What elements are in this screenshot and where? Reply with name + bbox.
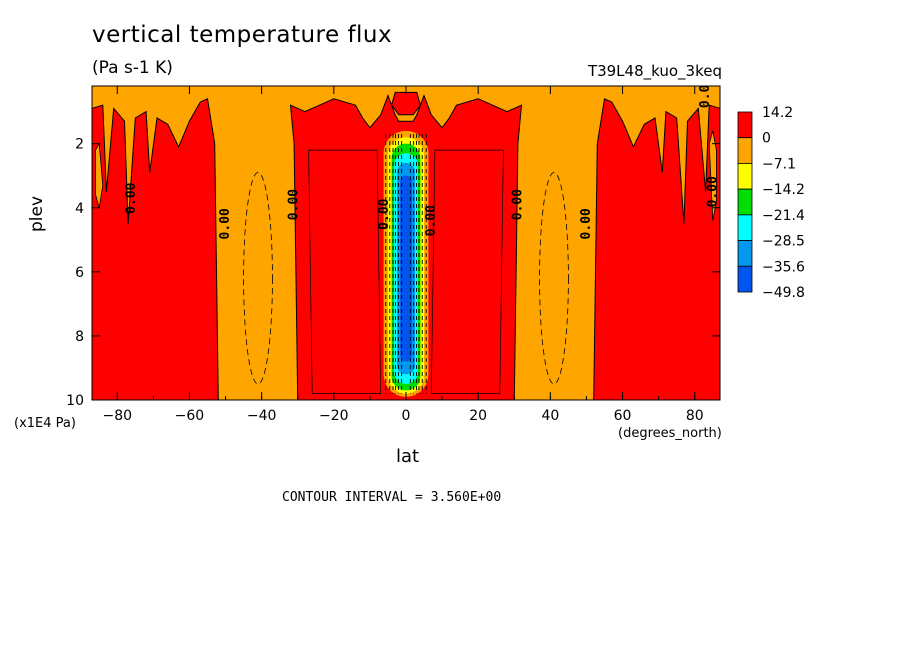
x-tick-label: 0 bbox=[402, 408, 411, 424]
y-tick-label: 2 bbox=[75, 137, 84, 153]
x-tick-label: 40 bbox=[541, 408, 559, 424]
sliver-west bbox=[95, 142, 104, 208]
cap-positive bbox=[391, 91, 421, 116]
y-tick-label: 6 bbox=[75, 265, 84, 281]
y-tick-label: 8 bbox=[75, 329, 84, 345]
x-tick-label: 20 bbox=[469, 408, 487, 424]
x-axis-unit: (degrees_north) bbox=[618, 426, 722, 441]
contour-south-inner bbox=[308, 149, 382, 394]
colorbar-label: −28.5 bbox=[762, 234, 805, 250]
colorbar-label: −14.2 bbox=[762, 182, 805, 198]
contour-south-dashed bbox=[243, 172, 273, 385]
x-tick-label: −20 bbox=[319, 408, 349, 424]
colorbar-label: 0 bbox=[762, 131, 771, 147]
contour-label: 0.00 bbox=[510, 189, 525, 220]
colorbar-swatch bbox=[737, 163, 753, 190]
x-axis-label: lat bbox=[396, 446, 420, 467]
band-0-to-neg7 bbox=[92, 86, 720, 400]
contour-north-dashed bbox=[539, 172, 569, 385]
plot-area: 0.00 0.00 0.00 0.00 0.00 0.00 0.00 0.00 0.00 bbox=[92, 77, 720, 400]
colorbar-swatch bbox=[737, 214, 753, 241]
colorbar-swatch bbox=[737, 137, 753, 164]
chart-units: (Pa s-1 K) bbox=[92, 58, 173, 78]
x-tick-label: −80 bbox=[102, 408, 132, 424]
equatorial-band-5 bbox=[400, 175, 412, 362]
contour-label: 0.00 bbox=[424, 205, 439, 236]
x-tick-label: −40 bbox=[247, 408, 277, 424]
contour-label: 0.00 bbox=[287, 189, 302, 220]
x-tick-label: −60 bbox=[175, 408, 205, 424]
run-name: T39L48_kuo_3keq bbox=[587, 62, 722, 80]
chart-title: vertical temperature flux bbox=[92, 22, 393, 48]
contour-interval-text: CONTOUR INTERVAL = 3.560E+00 bbox=[282, 490, 502, 505]
contour-label: 0.00 bbox=[218, 208, 233, 239]
y-tick-label: 10 bbox=[66, 393, 84, 409]
colorbar-label: −35.6 bbox=[762, 259, 805, 275]
contour-label: 0.00 bbox=[698, 77, 713, 108]
x-tick-label: 80 bbox=[686, 408, 704, 424]
colorbar-swatch bbox=[737, 188, 753, 216]
contour-label: 0.00 bbox=[705, 176, 720, 207]
contour-north-inner bbox=[430, 149, 504, 394]
y-axis-unit: (x1E4 Pa) bbox=[14, 416, 76, 431]
colorbar-label: 14.2 bbox=[762, 105, 793, 121]
contour-label: 0.00 bbox=[579, 208, 594, 239]
colorbar-label: −49.8 bbox=[762, 285, 805, 301]
y-tick-label: 4 bbox=[75, 201, 84, 217]
colorbar-swatch bbox=[737, 111, 753, 139]
colorbar-label: −21.4 bbox=[762, 208, 805, 224]
contour-label: 0.00 bbox=[124, 182, 139, 213]
x-tick-label: 60 bbox=[614, 408, 632, 424]
contour-label: 0.00 bbox=[377, 198, 392, 229]
colorbar-swatch bbox=[737, 265, 753, 293]
colorbar-label: −7.1 bbox=[762, 156, 796, 172]
colorbar-swatch bbox=[737, 240, 753, 267]
